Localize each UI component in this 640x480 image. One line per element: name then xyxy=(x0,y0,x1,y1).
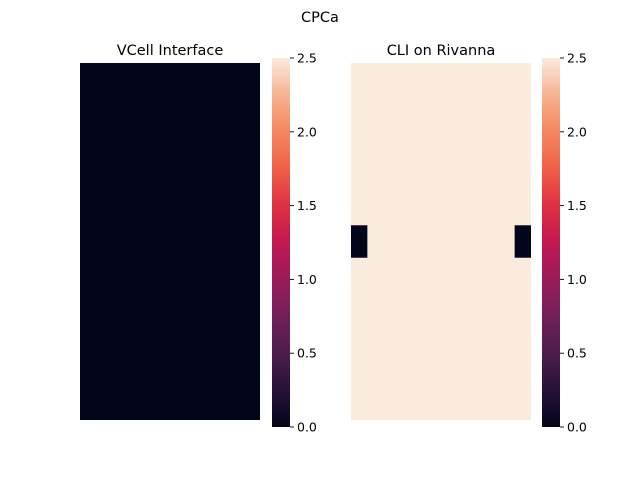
heatmap-cells xyxy=(80,63,260,420)
colorbar-tick-label: 1.5 xyxy=(297,198,317,213)
colorbar: 0.0 0.5 1.0 1.5 2.0 2.5 xyxy=(272,51,317,435)
colorbar-tick-label: 0.5 xyxy=(297,346,317,361)
heatmap-region-2 xyxy=(514,225,531,258)
heatmap-region-1 xyxy=(351,225,368,258)
colorbar-tick-label: 1.0 xyxy=(567,272,587,287)
colorbar-gradient xyxy=(272,58,290,427)
panel-title: VCell Interface xyxy=(117,43,224,59)
panel-title: CLI on Rivanna xyxy=(387,43,496,59)
colorbar-tick-label: 0.0 xyxy=(567,420,587,435)
colorbar-tick-label: 1.5 xyxy=(567,198,587,213)
colorbar-gradient xyxy=(542,58,560,427)
colorbar-tick-label: 0.0 xyxy=(297,420,317,435)
heatmap-cells xyxy=(351,63,531,420)
colorbar-tick-label: 1.0 xyxy=(297,272,317,287)
colorbar-tick-label: 2.5 xyxy=(567,51,587,66)
colorbar-tick-label: 2.0 xyxy=(567,124,587,139)
figure-title: CPCa xyxy=(301,10,339,26)
colorbar: 0.0 0.5 1.0 1.5 2.0 2.5 xyxy=(542,51,587,435)
heatmap-panel-2: CLI on Rivanna 0.0 0.5 1.0 1.5 2.0 2.5 xyxy=(351,43,587,435)
heatmap-panel-1: VCell Interface 0.0 0.5 1.0 1.5 2.0 2.5 xyxy=(80,43,317,435)
colorbar-tick-label: 2.0 xyxy=(297,124,317,139)
colorbar-tick-label: 2.5 xyxy=(297,51,317,66)
colorbar-tick-label: 0.5 xyxy=(567,346,587,361)
